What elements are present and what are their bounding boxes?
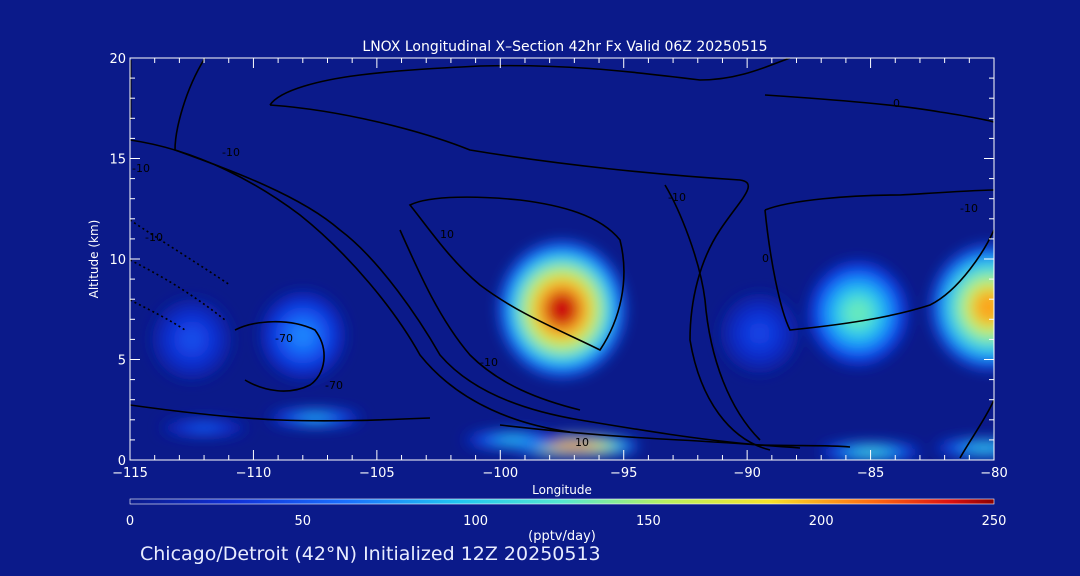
- contour-label: 0: [762, 252, 769, 265]
- colorbar: [129, 498, 995, 505]
- contour-line: [959, 399, 994, 459]
- contour-label: 10: [440, 228, 454, 241]
- x-tick-label: −90: [733, 466, 760, 481]
- colorbar-tick-label: 100: [463, 514, 488, 529]
- contour-label: -10: [222, 146, 240, 159]
- contour-label: -10: [480, 356, 498, 369]
- contour-line: [130, 299, 186, 331]
- colorbar-tick-label: 150: [636, 514, 661, 529]
- lnox-cell: [972, 289, 994, 325]
- lnox-cell: [748, 322, 771, 345]
- chart-title: LNOX Longitudinal X–Section 42hr Fx Vali…: [362, 39, 767, 55]
- contour-label: -70: [325, 379, 343, 392]
- y-tick-label: 20: [109, 52, 126, 67]
- contour-label: -10: [960, 202, 978, 215]
- contour-line: [764, 189, 994, 211]
- x-tick-label: −105: [359, 466, 395, 481]
- contour-label: 0: [893, 97, 900, 110]
- contour-line: [664, 184, 761, 441]
- y-axis: 0 5 10 15 20: [109, 52, 994, 469]
- contour-line: [764, 94, 994, 123]
- contour-line: [399, 229, 581, 411]
- contour-line: [269, 58, 791, 106]
- contour-labels: 0 -10 -10 -70 -70 -10 -10 -10 10 -10 0 1…: [132, 97, 978, 449]
- contour-line: [130, 259, 226, 321]
- lnox-cell: [544, 290, 580, 329]
- colorbar-tick-label: 200: [809, 514, 834, 529]
- y-tick-label: 0: [118, 454, 126, 469]
- x-tick-label: −85: [857, 466, 884, 481]
- x-axis-label: Longitude: [532, 483, 592, 497]
- lnox-cell: [192, 424, 216, 431]
- x-tick-label: −100: [482, 466, 518, 481]
- contour-layer: [130, 58, 994, 459]
- colorbar-tick-label: 50: [295, 514, 312, 529]
- colorbar-ticks: 0 50 100 150 200 250: [126, 514, 1007, 529]
- lnox-cell: [180, 328, 203, 351]
- contour-line: [269, 104, 771, 451]
- y-axis-label: Altitude (km): [87, 220, 101, 299]
- contour-label: -10: [668, 191, 686, 204]
- contour-line: [234, 320, 325, 392]
- lnox-cell: [499, 436, 527, 443]
- contour-label: -10: [132, 162, 150, 175]
- lnox-cell: [290, 323, 315, 348]
- lnox-cell: [556, 442, 593, 449]
- contour-line: [130, 139, 571, 433]
- init-time-footer: Chicago/Detroit (42°N) Initialized 12Z 2…: [140, 543, 601, 565]
- contour-label: -70: [275, 332, 293, 345]
- contour-line: [499, 424, 801, 449]
- lnox-cell: [970, 444, 994, 451]
- y-tick-label: 15: [109, 153, 126, 168]
- contour-label: 10: [575, 436, 589, 449]
- contour-line: [130, 404, 431, 422]
- y-tick-label: 10: [109, 253, 126, 268]
- x-tick-label: −115: [112, 466, 148, 481]
- contour-line: [764, 209, 994, 331]
- contour-line: [408, 196, 625, 352]
- x-tick-label: −80: [980, 466, 1007, 481]
- x-axis: −115 −110 −105 −100 −95 −90 −85 −80: [112, 58, 1008, 481]
- lnox-cell: [302, 414, 329, 421]
- colorbar-unit-label: (pptv/day): [528, 529, 596, 544]
- x-tick-label: −95: [610, 466, 637, 481]
- colorbar-tick-label: 250: [982, 514, 1007, 529]
- contour-label: -10: [145, 231, 163, 244]
- colorbar-tick-label: 0: [126, 514, 134, 529]
- contour-line: [130, 219, 231, 286]
- x-tick-label: −110: [236, 466, 272, 481]
- y-tick-label: 5: [118, 354, 126, 369]
- lnox-field-layer: [152, 241, 994, 460]
